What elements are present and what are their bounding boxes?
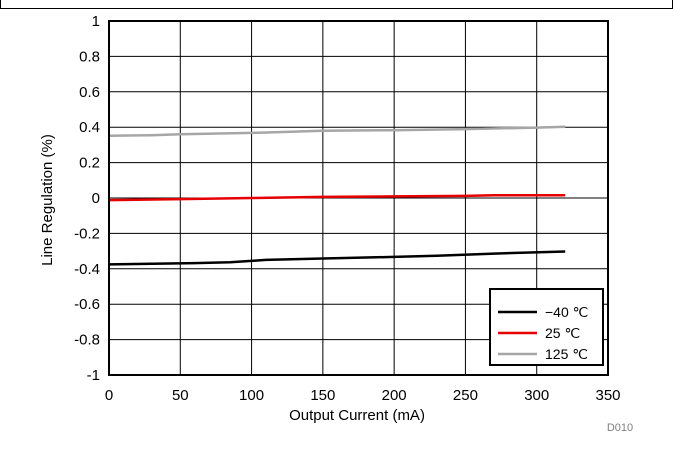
y-tick-label: 0.8	[79, 48, 100, 65]
legend-label: −40 ℃	[545, 304, 588, 320]
figure-code: D010	[607, 422, 633, 434]
y-tick-labels: 1 0.8 0.6 0.4 0.2 0 -0.2 -0.4 -0.6 -0.8 -1	[74, 13, 100, 384]
x-tick-labels: 0 50 100 150 200 250 300 350	[105, 387, 621, 404]
frame-borders	[0, 0, 673, 9]
y-tick-label: -0.8	[74, 332, 100, 349]
x-tick-label: 150	[310, 387, 335, 404]
x-axis-label: Output Current (mA)	[289, 407, 425, 424]
legend-label: 25 ℃	[545, 325, 580, 341]
x-tick-label: 250	[453, 387, 478, 404]
x-tick-label: 350	[595, 387, 620, 404]
series-layer	[108, 125, 566, 266]
x-tick-label: 50	[172, 387, 189, 404]
legend: −40 ℃ 25 ℃ 125 ℃	[489, 288, 604, 366]
y-tick-label: 0.2	[79, 155, 100, 172]
x-tick-label: 300	[524, 387, 549, 404]
y-tick-label: 0.6	[79, 84, 100, 101]
y-tick-label: 1	[92, 13, 100, 30]
series-line-0	[108, 250, 566, 266]
y-tick-label: 0.4	[79, 119, 100, 136]
legend-box	[489, 288, 604, 366]
y-tick-label: -0.2	[74, 225, 100, 242]
series-line-1	[108, 194, 566, 202]
y-axis-label: Line Regulation (%)	[39, 134, 56, 266]
y-tick-label: -0.4	[74, 261, 100, 278]
plot-area	[108, 20, 609, 376]
y-tick-label: -0.6	[74, 296, 100, 313]
x-tick-label: 0	[105, 387, 113, 404]
x-tick-label: 200	[382, 387, 407, 404]
series-line-2	[108, 125, 566, 137]
y-tick-label: 0	[92, 190, 100, 207]
y-tick-label: -1	[87, 367, 100, 384]
legend-label: 125 ℃	[545, 346, 588, 362]
x-tick-label: 100	[239, 387, 264, 404]
